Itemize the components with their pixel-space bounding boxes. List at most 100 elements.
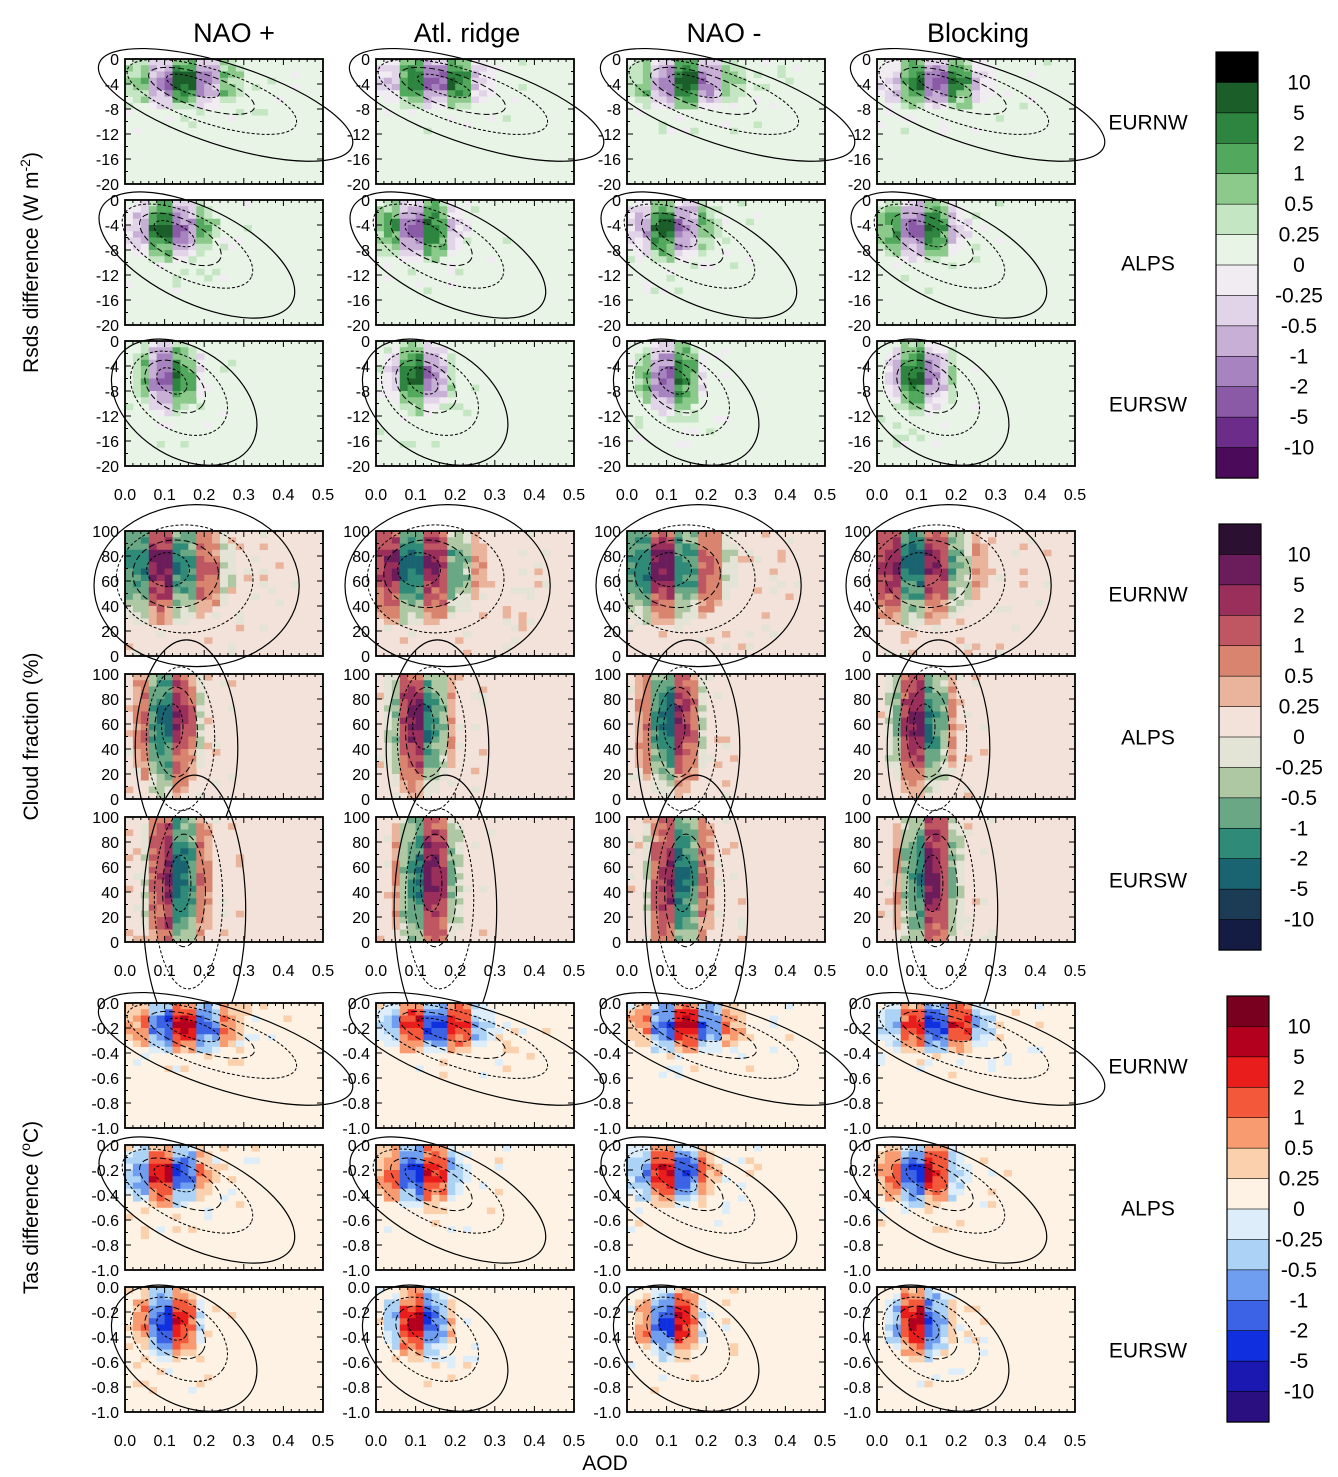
heatmap-cell [212, 612, 221, 619]
heatmap-cell [658, 842, 667, 849]
heatmap-cell [964, 96, 973, 104]
heatmap-cell [180, 384, 189, 392]
heatmap-cell [940, 200, 949, 207]
heatmap-cell [447, 531, 456, 538]
heatmap-cell [148, 531, 157, 538]
heatmap-cell [164, 692, 173, 700]
heatmap-cell [455, 923, 464, 930]
heatmap-cell [140, 581, 150, 588]
heatmap-cell [431, 568, 440, 576]
heatmap-cell [212, 96, 221, 104]
heatmap-cell [714, 90, 723, 97]
heatmap-cell [714, 568, 723, 576]
heatmap-cell [650, 917, 659, 924]
heatmap-cell [188, 250, 197, 257]
heatmap-cell [439, 59, 448, 66]
heatmap-cell [132, 359, 142, 367]
heatmap-cell [188, 391, 197, 398]
heatmap-cell [908, 71, 917, 79]
heatmap-cell [415, 699, 424, 706]
heatmap-cell [423, 917, 432, 924]
heatmap-cell [140, 835, 150, 843]
heatmap-cell [722, 71, 731, 79]
heatmap-cell [722, 237, 731, 245]
heatmap-cell [690, 212, 699, 220]
heatmap-cell [447, 243, 456, 251]
heatmap-cell [172, 531, 181, 538]
heatmap-cell [196, 717, 205, 725]
heatmap-cell [729, 568, 739, 576]
heatmap-cell [642, 742, 652, 750]
heatmap-cell [383, 593, 393, 601]
heatmap-cell [706, 543, 715, 551]
heatmap-cell [658, 904, 667, 912]
heatmap-cell [634, 391, 644, 398]
heatmap-cell [196, 817, 205, 824]
heatmap-cell [642, 59, 652, 66]
heatmap-cell [666, 736, 675, 744]
heatmap-cell [674, 792, 683, 800]
heatmap-cell [188, 873, 197, 880]
heatmap-cell [140, 250, 150, 257]
heatmap-cell [884, 574, 894, 582]
heatmap-cell [658, 705, 667, 712]
heatmap-cell [884, 250, 894, 257]
heatmap-cell [650, 835, 659, 843]
heatmap-cell [658, 692, 667, 700]
heatmap-cell [706, 606, 715, 613]
heatmap-cell [729, 77, 739, 85]
heatmap-cell [666, 612, 675, 619]
heatmap-cell [376, 537, 385, 544]
heatmap-cell [682, 860, 691, 868]
heatmap-cell [407, 403, 416, 411]
heatmap-cell [650, 353, 659, 361]
heatmap-cell [698, 867, 707, 874]
heatmap-cell [132, 231, 142, 238]
heatmap-cell [399, 612, 408, 619]
heatmap-cell [148, 879, 157, 887]
heatmap-cell [698, 817, 707, 824]
heatmap-cell [682, 717, 691, 725]
heatmap-cell [148, 549, 157, 557]
heatmap-cell [658, 537, 667, 544]
contour-line [146, 552, 191, 587]
heatmap-cell [706, 243, 715, 251]
heatmap-cell [666, 568, 675, 576]
heatmap-cell [690, 206, 699, 213]
heatmap-cell [172, 835, 181, 843]
heatmap-cell [172, 724, 181, 731]
heatmap-cell [376, 231, 385, 238]
heatmap-cell [706, 910, 715, 918]
heatmap-cell [761, 59, 770, 66]
heatmap-cell [745, 643, 755, 651]
heatmap-cell [940, 206, 949, 213]
heatmap-cell [690, 359, 699, 367]
heatmap-cell [634, 231, 644, 238]
heatmap-cell [706, 842, 715, 849]
heatmap-cell [243, 568, 253, 576]
heatmap-cell [399, 90, 408, 97]
heatmap-cell [383, 353, 393, 361]
heatmap-cell [164, 391, 173, 398]
heatmap-cell [383, 109, 393, 116]
contour-line [166, 73, 220, 99]
heatmap-cell [932, 372, 941, 379]
heatmap-cell [650, 892, 659, 899]
heatmap-cell [140, 537, 150, 544]
heatmap-cell [642, 366, 652, 373]
heatmap-cell [164, 879, 173, 887]
heatmap-cell [714, 416, 723, 423]
heatmap-cell [439, 77, 448, 85]
heatmap-cell [423, 618, 432, 626]
heatmap-cell [439, 755, 448, 762]
heatmap-cell [172, 917, 181, 924]
heatmap-cell [156, 71, 165, 79]
heatmap-cell [634, 842, 644, 849]
contour-line [97, 47, 354, 162]
heatmap-cell [690, 262, 699, 270]
heatmap-cell [908, 90, 917, 97]
heatmap-cell [666, 786, 675, 794]
heatmap-cell [407, 391, 416, 398]
heatmap-cell [737, 71, 747, 79]
heatmap-cell [164, 65, 173, 72]
